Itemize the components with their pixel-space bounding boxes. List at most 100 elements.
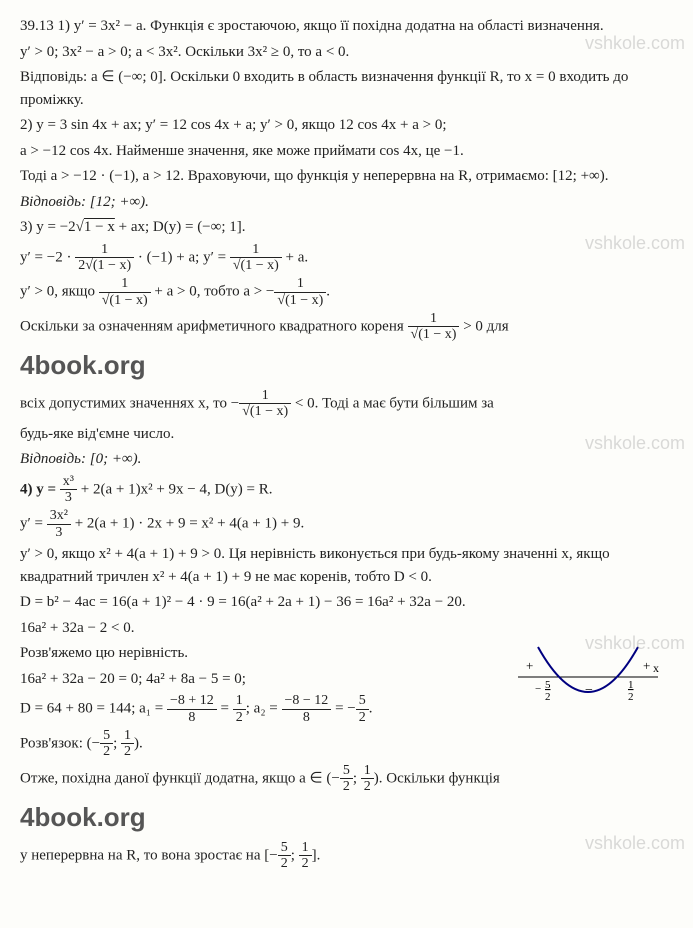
line: 16a² + 32a − 2 < 0. (20, 617, 673, 640)
numerator: −8 + 12 (167, 693, 217, 709)
numerator: 1 (408, 311, 460, 327)
plus-sign: + (643, 658, 650, 673)
text: . (139, 735, 143, 751)
numerator: 1 (230, 242, 282, 258)
line: y′ > 0; 3x² − a > 0; a < 3x². Оскільки 3… (20, 41, 673, 64)
tick-right-d: 2 (628, 691, 634, 703)
denominator: 8 (282, 710, 332, 725)
text: . Оскільки функція (379, 770, 500, 786)
parabola-graph: x + − + − 5 2 1 2 (513, 642, 663, 737)
text: < 0. Тоді a має бути більшим за (291, 395, 494, 411)
line: y неперервна на R, то вона зростає на [−… (20, 840, 673, 872)
denominator: 2 (233, 710, 246, 725)
line: Відповідь: a ∈ (−∞; 0]. Оскільки 0 входи… (20, 66, 673, 111)
text: + a. (282, 249, 308, 265)
fraction: 3x²3 (47, 508, 71, 540)
fraction: 52 (356, 693, 369, 725)
numerator: 5 (100, 728, 113, 744)
denominator: 3 (60, 490, 77, 505)
line: 2) y = 3 sin 4x + ax; y′ = 12 cos 4x + a… (20, 114, 673, 137)
text: = − (331, 701, 355, 717)
text: + ax; D(y) = (−∞; 1]. (115, 219, 246, 235)
text: ; a₂ = (246, 701, 282, 717)
fraction: x³3 (60, 474, 77, 506)
denominator: 2 (278, 856, 291, 871)
denominator: 2 (361, 779, 374, 794)
answer: Відповідь: [12; +∞). (20, 191, 673, 214)
fraction: −8 − 128 (282, 693, 332, 725)
numerator: −8 − 12 (282, 693, 332, 709)
line: D = b² − 4ac = 16(a + 1)² − 4 · 9 = 16(a… (20, 591, 673, 614)
denominator: 2 (299, 856, 312, 871)
line: будь-яке від'ємне число. (20, 423, 673, 446)
text: 4) y = (20, 481, 60, 497)
numerator: 5 (340, 763, 353, 779)
text: 1) y′ = 3x² − a. Функція є зростаючою, я… (58, 18, 604, 34)
line: Отже, похідна даної функції додатна, якщ… (20, 763, 673, 795)
fraction: −8 + 128 (167, 693, 217, 725)
line: y′ = −2 · 12√(1 − x) · (−1) + a; y′ = 1√… (20, 242, 673, 274)
text: . (317, 847, 321, 863)
line: y′ > 0, якщо 1√(1 − x) + a > 0, тобто a … (20, 276, 673, 308)
fraction: 12 (233, 693, 246, 725)
numerator: 3x² (47, 508, 71, 524)
text: Розв'язок: (20, 735, 87, 751)
denominator: 2 (356, 710, 369, 725)
fraction: 12 (299, 840, 312, 872)
text: y′ > 0, якщо (20, 284, 99, 300)
numerator: 1 (361, 763, 374, 779)
text: всіх допустимих значеннях x, то − (20, 395, 239, 411)
minus-sign: − (585, 683, 593, 698)
denominator: 3 (47, 525, 71, 540)
denominator: 8 (167, 710, 217, 725)
line: y′ > 0, якщо x² + 4(a + 1) + 9 > 0. Ця н… (20, 543, 673, 588)
logo-4book: 4book.org (20, 798, 673, 837)
numerator: x³ (60, 474, 77, 490)
plus-sign: + (526, 658, 533, 673)
line: y′ = 3x²3 + 2(a + 1) · 2x + 9 = x² + 4(a… (20, 508, 673, 540)
text: . (326, 284, 330, 300)
numerator: 1 (274, 276, 326, 292)
numerator: 5 (278, 840, 291, 856)
line: Тоді a > −12 · (−1), a > 12. Враховуючи,… (20, 165, 673, 188)
line: всіх допустимих значеннях x, то −1√(1 − … (20, 388, 673, 420)
text: y′ = −2 · (20, 249, 75, 265)
line: Оскільки за означенням арифметичного ква… (20, 311, 673, 343)
tick-left-n: 5 (545, 679, 551, 691)
text: y′ = (20, 516, 47, 532)
fraction: 1√(1 − x) (408, 311, 460, 343)
denominator: √(1 − x) (408, 327, 460, 342)
x-label: x (653, 661, 659, 675)
denominator: 2√(1 − x) (75, 258, 134, 273)
text: · (−1) + a; y′ = (134, 249, 230, 265)
text: > 0 для (459, 318, 508, 334)
denominator: √(1 − x) (274, 293, 326, 308)
denominator: √(1 − x) (99, 293, 151, 308)
line: 39.13 1) y′ = 3x² − a. Функція є зростаю… (20, 15, 673, 38)
text: Отже, похідна даної функції додатна, якщ… (20, 770, 326, 786)
tick-left-d: 2 (545, 691, 551, 703)
tick-left-sign: − (535, 683, 541, 695)
tick-right-n: 1 (628, 679, 634, 691)
numerator: 1 (233, 693, 246, 709)
text: 3) y = −2 (20, 219, 76, 235)
problem-number: 39.13 (20, 18, 54, 34)
numerator: 1 (75, 242, 134, 258)
answer: Відповідь: [0; +∞). (20, 448, 673, 471)
line: 4) y = x³3 + 2(a + 1)x² + 9x − 4, D(y) =… (20, 474, 673, 506)
numerator: 1 (121, 728, 134, 744)
numerator: 1 (99, 276, 151, 292)
numerator: 1 (299, 840, 312, 856)
text: . (369, 701, 373, 717)
text: 1 − x (84, 219, 115, 235)
text: D = 64 + 80 = 144; a₁ = (20, 701, 167, 717)
denominator: √(1 − x) (239, 404, 291, 419)
fraction: 52 (278, 840, 291, 872)
numerator: 5 (356, 693, 369, 709)
fraction: 1√(1 − x) (239, 388, 291, 420)
text: + 2(a + 1)x² + 9x − 4, D(y) = R. (77, 481, 273, 497)
logo-4book: 4book.org (20, 346, 673, 385)
fraction: 1√(1 − x) (230, 242, 282, 274)
fraction: 1√(1 − x) (99, 276, 151, 308)
fraction: 52 (100, 728, 113, 760)
